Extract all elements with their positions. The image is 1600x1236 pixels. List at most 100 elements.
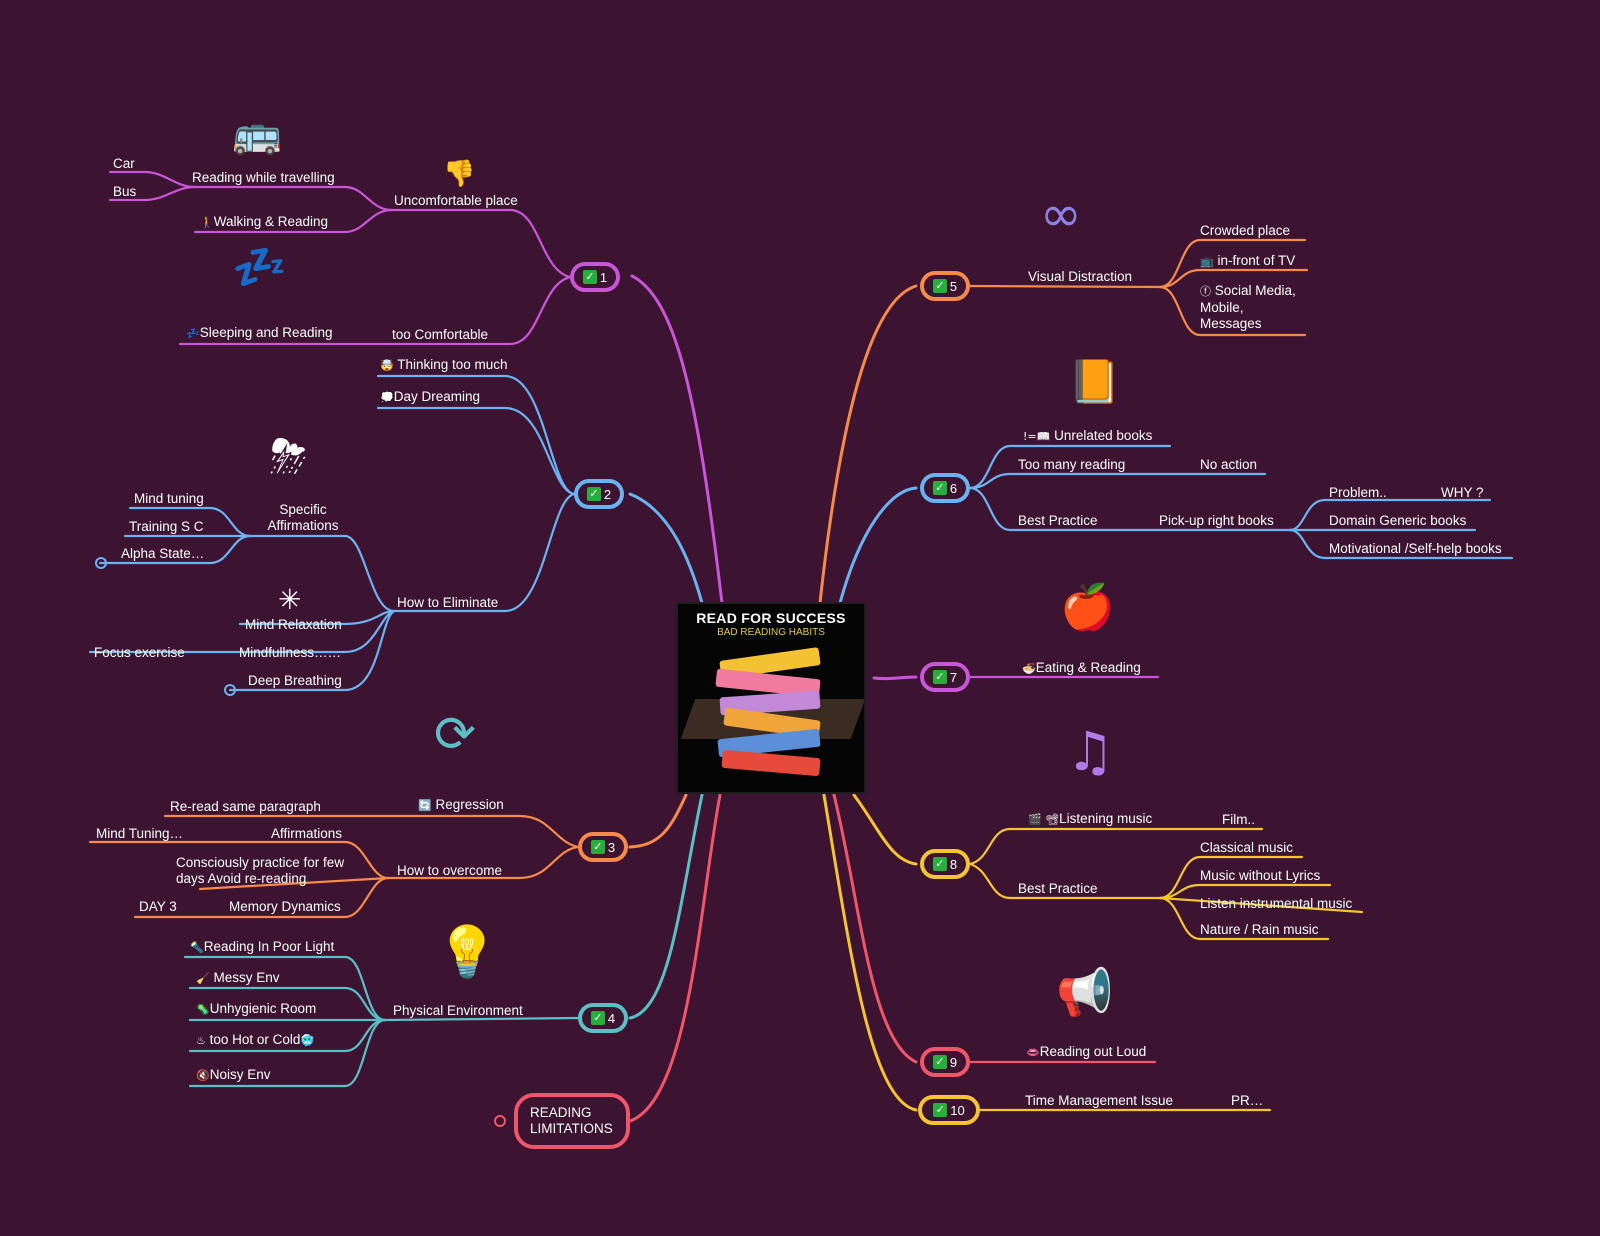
topic-messy-env[interactable]: 🧹 Messy Env bbox=[196, 970, 280, 987]
topic-mindfullness[interactable]: Mindfullness…… bbox=[239, 645, 342, 660]
badge-number: 8 bbox=[949, 856, 958, 872]
topic-how-to-overcome[interactable]: How to overcome bbox=[397, 863, 503, 878]
tv-icon: 📺 bbox=[1200, 255, 1214, 268]
topic-too-many-reading[interactable]: Too many reading bbox=[1018, 457, 1126, 472]
topic-text: Listening music bbox=[1059, 811, 1153, 826]
topic-uncomfortable-place[interactable]: Uncomfortable place bbox=[394, 193, 518, 208]
food-bowl-icon: 🍜 bbox=[1022, 662, 1036, 675]
topic-social-media[interactable]: ⓕ Social Media, Mobile, Messages bbox=[1200, 283, 1300, 332]
badge-6[interactable]: ✓ 6 bbox=[920, 473, 970, 503]
topic-mind-relaxation[interactable]: Mind Relaxation bbox=[245, 617, 342, 632]
broom-icon: 🧹 bbox=[196, 972, 210, 985]
topic-visual-distraction[interactable]: Visual Distraction bbox=[1028, 269, 1133, 284]
topic-day-dreaming[interactable]: 💭Day Dreaming bbox=[380, 389, 480, 406]
storm-cloud-icon: ⛈ bbox=[270, 429, 307, 483]
badge-7[interactable]: ✓ 7 bbox=[920, 662, 970, 692]
topic-training-sc[interactable]: Training S C bbox=[129, 519, 204, 534]
topic-text: Social Media, Mobile, Messages bbox=[1200, 283, 1296, 331]
check-icon: ✓ bbox=[590, 1011, 605, 1025]
topic-nature-rain-music[interactable]: Nature / Rain music bbox=[1200, 922, 1319, 937]
badge-8[interactable]: ✓ 8 bbox=[920, 849, 970, 879]
topic-thinking-too-much[interactable]: 🤯 Thinking too much bbox=[380, 357, 508, 374]
topic-why[interactable]: WHY ? bbox=[1441, 485, 1484, 500]
central-topic[interactable]: READ FOR SUCCESS BAD READING HABITS bbox=[676, 602, 866, 794]
topic-time-management[interactable]: Time Management Issue bbox=[1025, 1093, 1174, 1108]
badge-number: 7 bbox=[949, 669, 958, 685]
topic-specific-affirmations[interactable]: Specific Affirmations bbox=[267, 502, 339, 533]
topic-how-to-eliminate[interactable]: How to Eliminate bbox=[397, 595, 499, 610]
topic-deep-breathing[interactable]: Deep Breathing bbox=[248, 673, 342, 688]
lips-icon: 👄 bbox=[1026, 1046, 1040, 1059]
badge-9[interactable]: ✓ 9 bbox=[920, 1047, 970, 1077]
topic-physical-environment[interactable]: Physical Environment bbox=[393, 1003, 523, 1018]
check-icon: ✓ bbox=[586, 487, 601, 501]
topic-bus[interactable]: Bus bbox=[113, 184, 137, 199]
topic-reread-paragraph[interactable]: Re-read same paragraph bbox=[170, 799, 321, 814]
badge-number: 3 bbox=[607, 839, 616, 855]
topic-reading-while-travelling[interactable]: Reading while travelling bbox=[192, 170, 335, 185]
topic-hot-cold[interactable]: ♨ too Hot or Cold🥶 bbox=[196, 1032, 314, 1049]
topic-listening-music[interactable]: 🎬 📽Listening music bbox=[1028, 811, 1152, 828]
topic-pr[interactable]: PR… bbox=[1231, 1093, 1264, 1108]
topic-problem[interactable]: Problem.. bbox=[1329, 485, 1387, 500]
topic-day-3[interactable]: DAY 3 bbox=[139, 899, 177, 914]
check-icon: ✓ bbox=[932, 279, 947, 293]
topic-unrelated-books[interactable]: !=📖 Unrelated books bbox=[1023, 428, 1152, 445]
badge-5[interactable]: ✓ 5 bbox=[920, 271, 970, 301]
topic-alpha-state[interactable]: Alpha State… bbox=[121, 546, 205, 561]
music-note-icon: ♫ bbox=[1066, 720, 1115, 783]
topic-reading-out-loud[interactable]: 👄Reading out Loud bbox=[1026, 1044, 1146, 1061]
topic-music-without-lyrics[interactable]: Music without Lyrics bbox=[1200, 868, 1321, 883]
badge-4[interactable]: ✓ 4 bbox=[578, 1003, 628, 1033]
topic-text: Messy Env bbox=[213, 970, 280, 985]
binoculars-icon: ∞ bbox=[1040, 185, 1082, 243]
topic-no-action[interactable]: No action bbox=[1200, 457, 1258, 472]
topic-text: Reading In Poor Light bbox=[203, 939, 335, 954]
topic-unhygienic-room[interactable]: 🦠Unhygienic Room bbox=[196, 1001, 316, 1018]
topic-memory-dynamics[interactable]: Memory Dynamics bbox=[229, 899, 341, 914]
topic-walking-reading[interactable]: 🚶Walking & Reading bbox=[200, 214, 328, 231]
topic-too-comfortable[interactable]: too Comfortable bbox=[392, 327, 489, 342]
topic-sleeping-reading[interactable]: 💤Sleeping and Reading bbox=[186, 325, 333, 342]
topic-best-practice-6[interactable]: Best Practice bbox=[1018, 513, 1098, 528]
bus-icon: 🚌 bbox=[232, 111, 282, 157]
reading-limitations-node[interactable]: READING LIMITATIONS bbox=[514, 1093, 630, 1149]
topic-text: Walking & Reading bbox=[213, 214, 329, 229]
badge-1[interactable]: ✓ 1 bbox=[570, 262, 620, 292]
germ-icon: 🦠 bbox=[196, 1003, 210, 1016]
topic-text: Reading out Loud bbox=[1039, 1044, 1147, 1059]
badge-10[interactable]: ✓ 10 bbox=[918, 1095, 980, 1125]
topic-consciously-practice[interactable]: Consciously practice for few days Avoid … bbox=[176, 855, 345, 886]
topic-affirmations[interactable]: Affirmations bbox=[271, 826, 343, 841]
topic-text: Sleeping and Reading bbox=[199, 325, 333, 340]
topic-focus-exercise[interactable]: Focus exercise bbox=[94, 645, 185, 660]
topic-crowded-place[interactable]: Crowded place bbox=[1200, 223, 1291, 238]
check-icon: ✓ bbox=[932, 670, 947, 684]
topic-best-practice-8[interactable]: Best Practice bbox=[1018, 881, 1098, 896]
badge-3[interactable]: ✓ 3 bbox=[578, 832, 628, 862]
topic-mind-tuning-2[interactable]: Mind Tuning… bbox=[96, 826, 184, 841]
topic-motivational-books[interactable]: Motivational /Self-help books bbox=[1329, 541, 1502, 556]
check-icon: ✓ bbox=[933, 1103, 948, 1117]
megaphone-icon: 📢 bbox=[1056, 965, 1114, 1019]
topic-instrumental-music[interactable]: Listen instrumental music bbox=[1200, 896, 1353, 911]
topic-car[interactable]: Car bbox=[113, 156, 135, 171]
badge-number: 9 bbox=[949, 1054, 958, 1070]
badge-number: 2 bbox=[603, 486, 612, 502]
topic-regression[interactable]: 🔄 Regression bbox=[418, 797, 504, 814]
cloud-icon: 💭 bbox=[380, 391, 394, 404]
topic-pickup-right-books[interactable]: Pick-up right books bbox=[1159, 513, 1274, 528]
topic-classical-music[interactable]: Classical music bbox=[1200, 840, 1294, 855]
topic-domain-generic[interactable]: Domain Generic books bbox=[1329, 513, 1467, 528]
topic-mind-tuning[interactable]: Mind tuning bbox=[134, 491, 204, 506]
badge-2[interactable]: ✓ 2 bbox=[574, 479, 624, 509]
topic-in-front-of-tv[interactable]: 📺 in-front of TV bbox=[1200, 253, 1295, 270]
topic-eating-reading[interactable]: 🍜Eating & Reading bbox=[1022, 660, 1141, 677]
topic-noisy-env[interactable]: 🔇Noisy Env bbox=[196, 1067, 270, 1084]
topic-film[interactable]: Film.. bbox=[1222, 812, 1255, 827]
book-small-icon: !=📖 bbox=[1023, 430, 1051, 443]
topic-poor-light[interactable]: 🔦Reading In Poor Light bbox=[190, 939, 334, 956]
thinking-face-icon: 🤯 bbox=[380, 359, 394, 372]
central-title: READ FOR SUCCESS bbox=[696, 610, 846, 626]
